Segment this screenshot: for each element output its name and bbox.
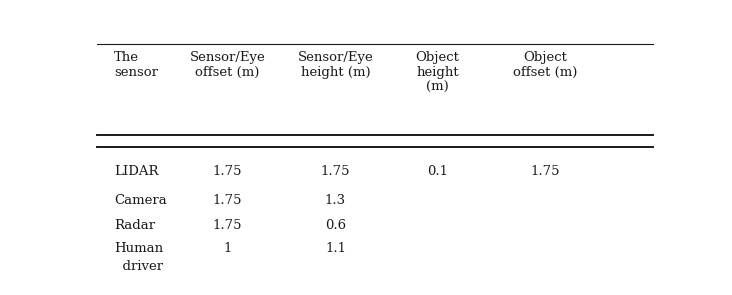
Text: 0.6: 0.6 (325, 219, 346, 232)
Text: 1.75: 1.75 (213, 165, 242, 178)
Text: Radar: Radar (114, 219, 155, 232)
Text: 1.75: 1.75 (213, 219, 242, 232)
Text: 0.1: 0.1 (427, 165, 448, 178)
Text: Object
height
(m): Object height (m) (416, 51, 460, 94)
Text: 1.3: 1.3 (325, 194, 346, 207)
Text: Human: Human (114, 242, 163, 255)
Text: Sensor/Eye
offset (m): Sensor/Eye offset (m) (190, 51, 266, 79)
Text: Object
offset (m): Object offset (m) (513, 51, 578, 79)
Text: 1.75: 1.75 (213, 194, 242, 207)
Text: Camera: Camera (114, 194, 167, 207)
Text: 1: 1 (223, 242, 232, 255)
Text: LIDAR: LIDAR (114, 165, 159, 178)
Text: Sensor/Eye
height (m): Sensor/Eye height (m) (298, 51, 373, 79)
Text: 1.75: 1.75 (321, 165, 350, 178)
Text: The
sensor: The sensor (114, 51, 158, 79)
Text: 1.1: 1.1 (325, 242, 346, 255)
Text: 1.75: 1.75 (531, 165, 560, 178)
Text: driver: driver (114, 260, 163, 273)
